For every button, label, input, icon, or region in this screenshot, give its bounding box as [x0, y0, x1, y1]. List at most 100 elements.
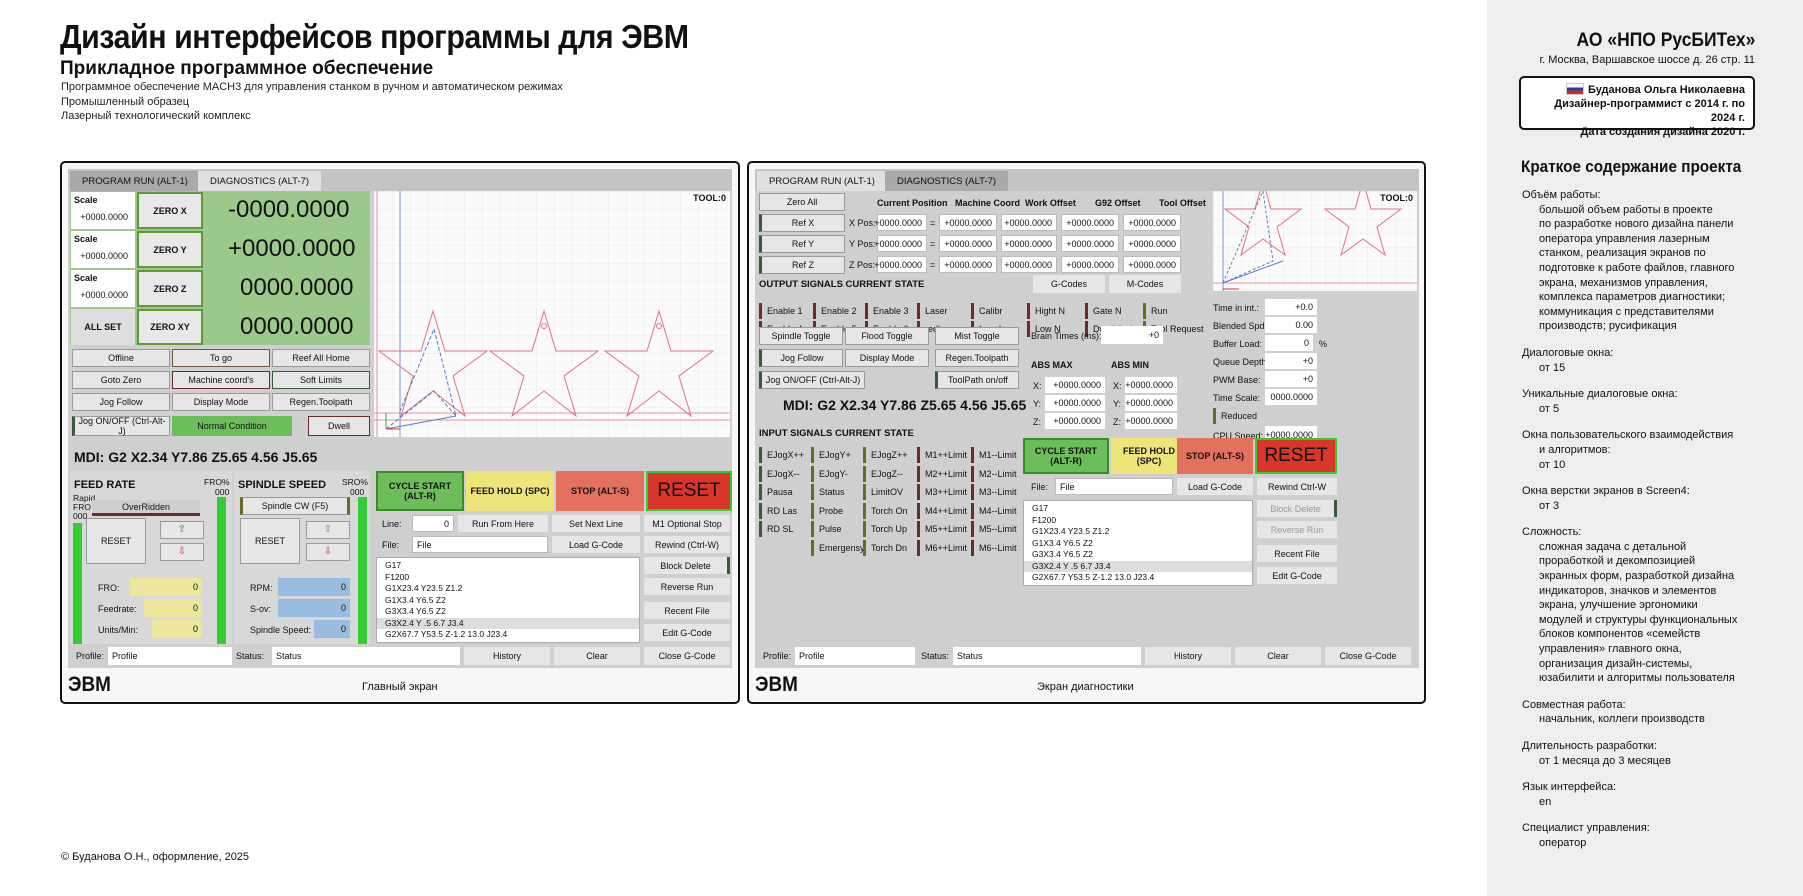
- feed-down-button[interactable]: ⇩: [160, 543, 204, 561]
- scale-x-input[interactable]: +0000.0000: [74, 209, 132, 225]
- line-input[interactable]: 0: [412, 515, 454, 532]
- feed-hold-button[interactable]: FEED HOLD (SPC): [1111, 438, 1187, 474]
- profile-field[interactable]: Profile: [108, 647, 232, 665]
- jog-follow-button[interactable]: Jog Follow: [72, 393, 170, 411]
- edit-gcode-button[interactable]: Edit G-Code: [644, 624, 730, 641]
- feedrate-value: 0: [144, 599, 202, 617]
- close-gcode-button[interactable]: Close G-Code: [1325, 647, 1411, 665]
- scale-y-input[interactable]: +0000.0000: [74, 248, 132, 264]
- tab-program-run[interactable]: PROGRAM RUN (ALT-1): [757, 171, 887, 191]
- feed-rate-title: FEED RATE: [74, 479, 136, 491]
- toggle-button[interactable]: Jog Follow: [759, 349, 843, 367]
- tab-diagnostics[interactable]: DIAGNOSTICS (ALT-7): [198, 171, 322, 191]
- reverse-run-button[interactable]: Reverse Run: [1257, 521, 1337, 538]
- block-delete-button[interactable]: Block Delete: [1257, 500, 1337, 517]
- profile-field[interactable]: Profile: [795, 647, 915, 665]
- cycle-start-button[interactable]: CYCLE START (ALT-R): [1023, 438, 1109, 474]
- status-bar: Profile: Profile Status: Status History …: [68, 644, 732, 668]
- feed-reset-button[interactable]: RESET: [86, 518, 146, 564]
- history-button[interactable]: History: [1145, 647, 1231, 665]
- mdi-line[interactable]: MDI: G2 X2.34 Y7.86 Z5.65 4.56 J5.65: [783, 397, 1027, 413]
- stop-button[interactable]: STOP (ALT-S): [556, 471, 644, 511]
- stop-button[interactable]: STOP (ALT-S): [1177, 438, 1253, 474]
- file-input[interactable]: File: [412, 536, 548, 553]
- toggle-button[interactable]: Mist Toggle: [935, 327, 1019, 345]
- machine-coords-button[interactable]: Machine coord's: [172, 371, 270, 389]
- ref-z-button[interactable]: Ref Z: [759, 256, 845, 274]
- recent-file-button[interactable]: Recent File: [1257, 545, 1337, 562]
- mcodes-button[interactable]: M-Codes: [1109, 275, 1181, 293]
- load-gcode-button[interactable]: Load G-Code: [552, 536, 640, 553]
- input-signal: Pulse: [811, 521, 842, 537]
- sro-pct-value: 000: [350, 487, 365, 497]
- toggle-button[interactable]: Display Mode: [845, 349, 929, 367]
- abs-max-value: +0000.0000: [1045, 377, 1105, 393]
- goto-zero-button[interactable]: Goto Zero: [72, 371, 170, 389]
- zero-all-button[interactable]: Zero All: [759, 193, 845, 211]
- tab-bar: PROGRAM RUN (ALT-1) DIAGNOSTICS (ALT-7): [68, 169, 732, 191]
- toggle-button[interactable]: Regen.Toolpath: [935, 349, 1019, 367]
- spindle-up-button[interactable]: ⇧: [306, 521, 350, 539]
- sov-label: S-ov:: [250, 604, 272, 614]
- clear-button[interactable]: Clear: [554, 647, 640, 665]
- ref-y-button[interactable]: Ref Y: [759, 235, 845, 253]
- summary-value: проработкой и декомпозицией: [1539, 555, 1696, 568]
- m1-optional-stop-button[interactable]: M1 Optional Stop: [644, 515, 730, 532]
- zero-z-button[interactable]: ZERO Z: [137, 270, 203, 307]
- rewind-button[interactable]: Rewind (Ctrl-W): [644, 536, 730, 553]
- work-offset-value: +0000.0000: [1001, 214, 1057, 231]
- rewind-button[interactable]: Rewind Ctrl-W: [1257, 478, 1337, 495]
- jog-toggle-button[interactable]: Jog ON/OFF (Ctrl-Alt-J): [759, 371, 865, 389]
- display-mode-button[interactable]: Display Mode: [172, 393, 270, 411]
- tab-program-run[interactable]: PROGRAM RUN (ALT-1): [70, 171, 200, 191]
- ref-x-button[interactable]: Ref X: [759, 214, 845, 232]
- summary-value: оператора управления лазерным: [1539, 232, 1710, 245]
- recent-file-button[interactable]: Recent File: [644, 602, 730, 619]
- feed-up-button[interactable]: ⇧: [160, 521, 204, 539]
- zero-y-button[interactable]: ZERO Y: [137, 231, 203, 268]
- toggle-button[interactable]: Flood Toggle: [845, 327, 929, 345]
- reset-button[interactable]: RESET: [1255, 438, 1337, 474]
- tab-diagnostics[interactable]: DIAGNOSTICS (ALT-7): [885, 171, 1009, 191]
- ref-all-home-button[interactable]: Reef All Home: [272, 349, 370, 367]
- reverse-run-button[interactable]: Reverse Run: [644, 578, 730, 595]
- zero-x-button[interactable]: ZERO X: [137, 192, 203, 229]
- input-signal: M6--Limit: [971, 539, 1017, 556]
- edit-gcode-button[interactable]: Edit G-Code: [1257, 567, 1337, 584]
- abs-max-title: ABS MAX: [1031, 360, 1073, 370]
- russia-flag-icon: [1565, 83, 1584, 95]
- load-gcode-button[interactable]: Load G-Code: [1177, 478, 1253, 495]
- set-next-line-button[interactable]: Set Next Line: [552, 515, 640, 532]
- toolpath-toggle-button[interactable]: ToolPath on/off: [935, 371, 1019, 389]
- spindle-cw-button[interactable]: Spindle CW (F5): [240, 497, 350, 515]
- toggle-button[interactable]: Spindle Toggle: [759, 327, 843, 345]
- mdi-line[interactable]: MDI: G2 X2.34 Y7.86 Z5.65 4.56 J5.65: [74, 449, 318, 465]
- machine-coord-value: +0000.0000: [939, 256, 997, 273]
- scale-z-input[interactable]: +0000.0000: [74, 287, 132, 303]
- cycle-start-button[interactable]: CYCLE START (ALT-R): [376, 471, 464, 511]
- all-set-button[interactable]: ALL SET: [71, 309, 135, 345]
- history-button[interactable]: History: [464, 647, 550, 665]
- regen-toolpath-button[interactable]: Regen.Toolpath: [272, 393, 370, 411]
- arrow-down-icon: ⇩: [323, 546, 333, 557]
- to-go-button[interactable]: To go: [172, 349, 270, 367]
- block-delete-button[interactable]: Block Delete: [644, 557, 730, 574]
- input-signal: M2--Limit: [971, 465, 1017, 482]
- offline-button[interactable]: Offline: [72, 349, 170, 367]
- gcode-listing[interactable]: G17 F1200 G1X23.4 Y23.5 Z1.2 G1X3.4 Y6.5…: [1023, 500, 1253, 586]
- clear-button[interactable]: Clear: [1235, 647, 1321, 665]
- rpm-label: RPM:: [250, 583, 273, 593]
- zero-xy-button[interactable]: ZERO XY: [137, 309, 203, 345]
- spindle-reset-button[interactable]: RESET: [240, 518, 300, 564]
- feed-hold-button[interactable]: FEED HOLD (SPC): [466, 471, 554, 511]
- gcodes-button[interactable]: G-Codes: [1033, 275, 1105, 293]
- close-gcode-button[interactable]: Close G-Code: [644, 647, 730, 665]
- gcode-listing[interactable]: G17 F1200 G1X23.4 Y23.5 Z1.2 G1X3.4 Y6.5…: [376, 557, 640, 643]
- jog-toggle-button[interactable]: Jog ON/OFF (Ctrl-Alt-J): [72, 416, 170, 436]
- spindle-down-button[interactable]: ⇩: [306, 543, 350, 561]
- soft-limits-button[interactable]: Soft Limits: [272, 371, 370, 389]
- file-input[interactable]: File: [1055, 478, 1173, 495]
- run-from-here-button[interactable]: Run From Here: [458, 515, 548, 532]
- reset-button[interactable]: RESET: [646, 471, 732, 511]
- param-label: Time Scale:: [1213, 393, 1261, 403]
